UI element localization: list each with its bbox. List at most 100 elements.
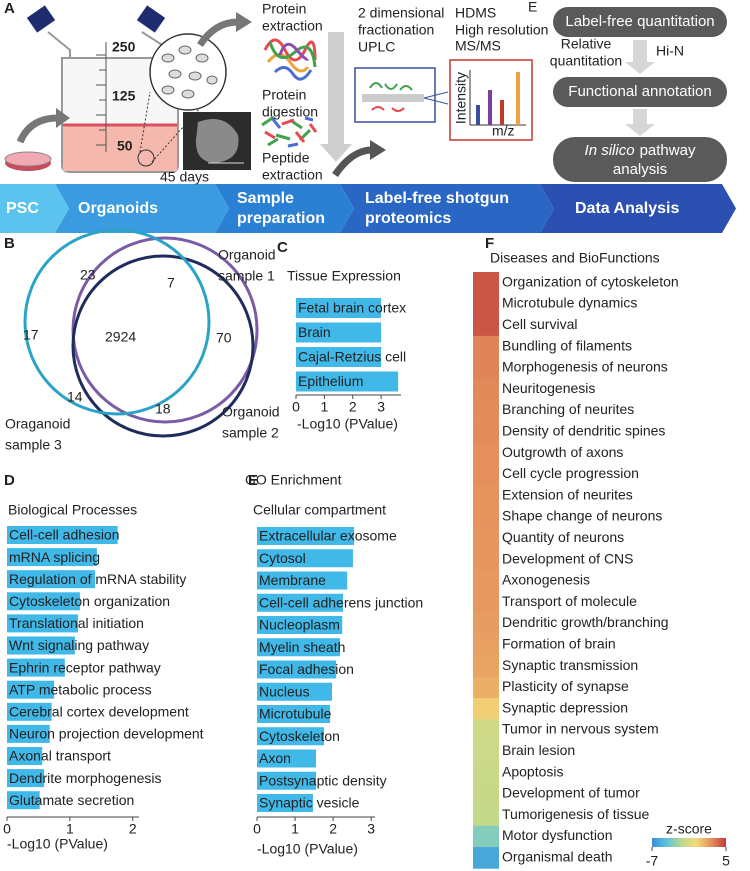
- pill-label: analysis: [613, 161, 667, 178]
- bar: [257, 660, 337, 679]
- step-label: Hi-N: [656, 43, 684, 59]
- x-tick-label: 3: [377, 399, 385, 415]
- row-label: Organismal death: [502, 848, 613, 864]
- heat-cell: [473, 421, 499, 443]
- stage-label: proteomics: [365, 210, 451, 227]
- row-label: Extension of neurites: [502, 486, 633, 502]
- row-label: Quantity of neurons: [502, 529, 624, 545]
- bar-label: Translational initiation: [9, 615, 144, 631]
- x-tick-label: 0: [253, 821, 261, 837]
- flask-mark: 125: [112, 88, 136, 104]
- x-axis-label: -Log10 (PValue): [7, 836, 108, 852]
- pills: [553, 7, 727, 182]
- stage-label: preparation: [237, 210, 325, 227]
- flow-arrow-head: [320, 144, 352, 162]
- bar: [257, 593, 344, 612]
- chart-title: Tissue Expression: [287, 268, 401, 284]
- colorbar-label: z-score: [666, 821, 712, 837]
- stage-label: Organoids: [78, 200, 158, 217]
- stage-label: Sample: [237, 190, 294, 207]
- row-label: Cell survival: [502, 316, 577, 332]
- row-label: Cell cycle progression: [502, 465, 639, 481]
- arrow: [16, 114, 59, 144]
- step-label: Protein: [262, 1, 306, 17]
- venn-label: sample 3: [5, 437, 62, 453]
- arrow-head: [236, 12, 252, 32]
- venn-count: 70: [216, 330, 232, 346]
- bar-label: Cytoskeleton organization: [9, 593, 170, 609]
- bar: [7, 769, 45, 788]
- superscript: E: [528, 0, 537, 15]
- heat-cell: [473, 847, 499, 869]
- heat-cell: [473, 825, 499, 848]
- bar: [7, 658, 65, 677]
- bar-label: Nucleoplasm: [259, 617, 340, 633]
- colorbar-tick-label: -7: [646, 853, 659, 869]
- bar-label: Membrane: [259, 572, 326, 588]
- pill-label: In silico pathway: [585, 142, 696, 159]
- heat-cell: [473, 272, 499, 294]
- bar: [296, 371, 399, 392]
- bar: [257, 549, 353, 568]
- venn-count: 17: [23, 327, 39, 343]
- heat-cell: [473, 357, 499, 379]
- step-label: fractionation: [358, 22, 434, 38]
- axis-label: m/z: [492, 123, 515, 139]
- arrow-head: [56, 108, 70, 128]
- step-label: Protein: [262, 87, 306, 103]
- x-tick-label: 0: [3, 821, 11, 837]
- magnification: [137, 33, 251, 170]
- panel-letter: F: [485, 235, 494, 252]
- heat-cell: [473, 804, 499, 827]
- bar: [257, 638, 340, 657]
- pipeline-banner: PSC Organoids Sample preparation Label-free …: [0, 184, 736, 233]
- venn-label: Organoid: [218, 247, 276, 263]
- row-label: Transport of molecule: [502, 593, 637, 609]
- flask: [26, 5, 179, 173]
- bar-label: Ephrin receptor pathway: [9, 659, 161, 675]
- x-tick-label: 2: [329, 821, 337, 837]
- stage-label: Data Analysis: [575, 200, 679, 217]
- ms-spectrum: [449, 59, 533, 141]
- bar: [257, 705, 331, 723]
- heat-cell: [473, 463, 499, 486]
- bar-label: Glutamate secretion: [9, 792, 134, 808]
- heat-cell: [473, 698, 499, 720]
- bar-label: Epithelium: [298, 373, 363, 389]
- bar: [257, 616, 343, 634]
- x-tick-label: 1: [291, 821, 299, 837]
- panel-letter: C: [277, 239, 288, 256]
- row-label: Shape change of neurons: [502, 508, 662, 524]
- flask-mark: 50: [117, 138, 133, 154]
- step-label: extraction: [262, 18, 323, 34]
- venn-label: Oraganoid: [5, 416, 70, 432]
- chart-title: Diseases and BioFunctions: [490, 250, 660, 266]
- x-tick-label: 1: [66, 821, 74, 837]
- bar: [257, 771, 316, 790]
- protein-squiggles: [261, 38, 318, 148]
- bar: [296, 298, 382, 318]
- heat-cell: [473, 314, 499, 337]
- bar: [257, 682, 332, 701]
- bar: [7, 791, 40, 810]
- row-label: Synaptic transmission: [502, 657, 638, 673]
- bar-label: Cajal-Retzius cell: [298, 349, 406, 365]
- panel-letter: D: [4, 472, 15, 489]
- step-label: quantitation: [550, 53, 622, 69]
- venn-count: 18: [155, 401, 171, 417]
- stage-label: PSC: [6, 200, 39, 217]
- row-label: Development of CNS: [502, 550, 634, 566]
- heat-cell: [473, 442, 499, 464]
- bar-label: Postsynaptic density: [259, 772, 387, 788]
- x-tick-label: 0: [292, 399, 300, 415]
- x-axis-label: -Log10 (PValue): [257, 841, 358, 857]
- bar: [7, 548, 97, 567]
- bar-label: Dendrite morphogenesis: [9, 770, 162, 786]
- heat-cell: [473, 378, 499, 401]
- arrow-head: [370, 140, 386, 160]
- row-label: Branching of neurites: [502, 401, 634, 417]
- heat-cell: [473, 335, 499, 358]
- pill-label: Label-free quantitation: [565, 13, 714, 30]
- venn-count: 2924: [105, 329, 136, 345]
- venn-count: 7: [167, 275, 175, 291]
